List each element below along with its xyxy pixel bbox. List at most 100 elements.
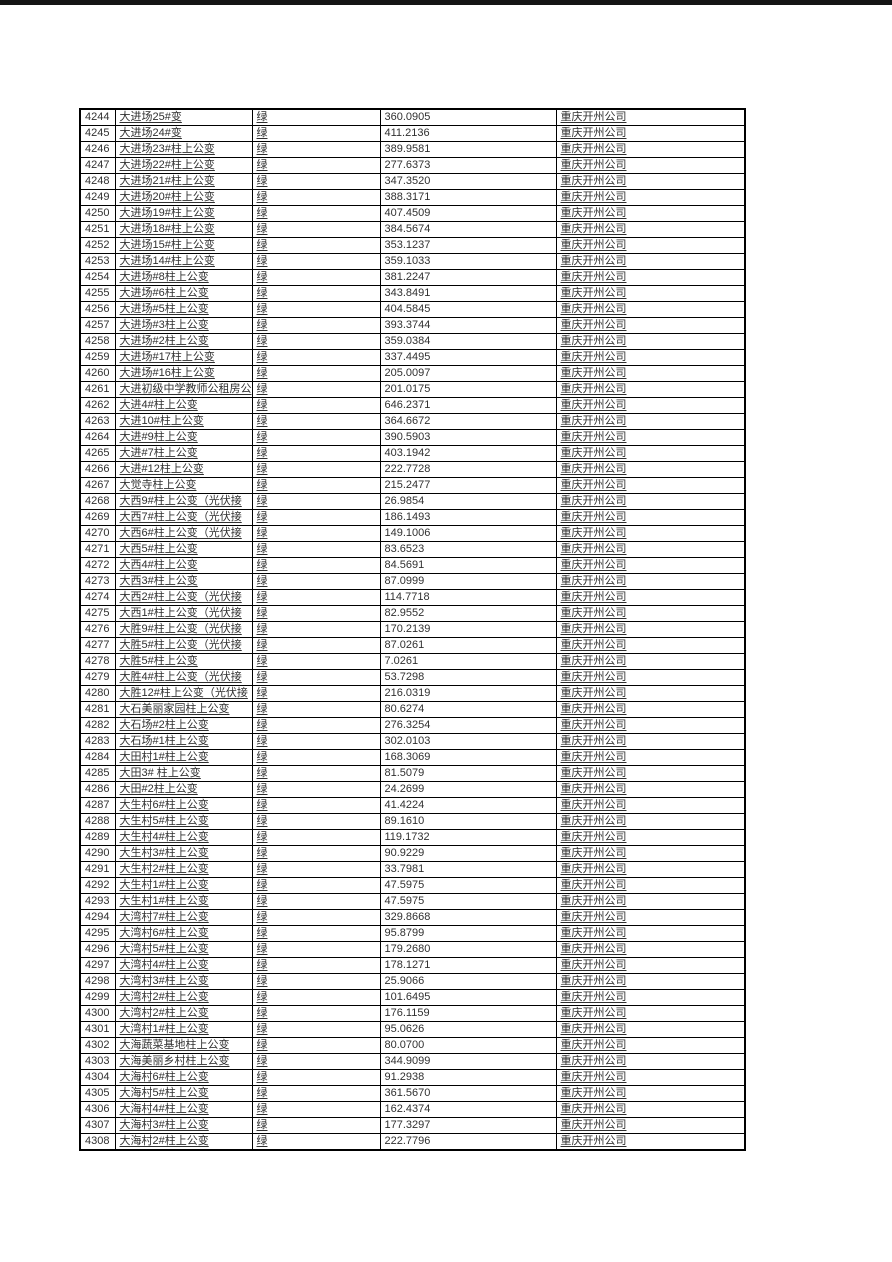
company-cell[interactable]: 重庆开州公司 [555, 1053, 746, 1070]
company-cell[interactable]: 重庆开州公司 [555, 1037, 746, 1054]
status-cell[interactable]: 绿 [251, 845, 381, 862]
status-cell[interactable]: 绿 [251, 381, 381, 398]
row-number-cell[interactable]: 4288 [79, 813, 116, 830]
name-cell[interactable]: 大胜9#柱上公变（光伏接 [114, 621, 253, 638]
company-cell[interactable]: 重庆开州公司 [555, 477, 746, 494]
value-cell[interactable]: 302.0103 [379, 733, 557, 750]
row-number-cell[interactable]: 4249 [79, 189, 116, 206]
name-cell[interactable]: 大西3#柱上公变 [114, 573, 253, 590]
company-cell[interactable]: 重庆开州公司 [555, 909, 746, 926]
status-cell[interactable]: 绿 [251, 701, 381, 718]
name-cell[interactable]: 大进场#16柱上公变 [114, 365, 253, 382]
row-number-cell[interactable]: 4259 [79, 349, 116, 366]
status-cell[interactable]: 绿 [251, 525, 381, 542]
status-cell[interactable]: 绿 [251, 957, 381, 974]
company-cell[interactable]: 重庆开州公司 [555, 717, 746, 734]
status-cell[interactable]: 绿 [251, 1037, 381, 1054]
value-cell[interactable]: 216.0319 [379, 685, 557, 702]
status-cell[interactable]: 绿 [251, 797, 381, 814]
status-cell[interactable]: 绿 [251, 669, 381, 686]
company-cell[interactable]: 重庆开州公司 [555, 573, 746, 590]
row-number-cell[interactable]: 4283 [79, 733, 116, 750]
value-cell[interactable]: 404.5845 [379, 301, 557, 318]
row-number-cell[interactable]: 4273 [79, 573, 116, 590]
name-cell[interactable]: 大进场#5柱上公变 [114, 301, 253, 318]
value-cell[interactable]: 276.3254 [379, 717, 557, 734]
name-cell[interactable]: 大石场#2柱上公变 [114, 717, 253, 734]
row-number-cell[interactable]: 4254 [79, 269, 116, 286]
value-cell[interactable]: 33.7981 [379, 861, 557, 878]
company-cell[interactable]: 重庆开州公司 [555, 157, 746, 174]
row-number-cell[interactable]: 4248 [79, 173, 116, 190]
name-cell[interactable]: 大海村4#柱上公变 [114, 1101, 253, 1118]
name-cell[interactable]: 大生村4#柱上公变 [114, 829, 253, 846]
value-cell[interactable]: 149.1006 [379, 525, 557, 542]
company-cell[interactable]: 重庆开州公司 [555, 861, 746, 878]
status-cell[interactable]: 绿 [251, 1005, 381, 1022]
row-number-cell[interactable]: 4252 [79, 237, 116, 254]
value-cell[interactable]: 81.5079 [379, 765, 557, 782]
row-number-cell[interactable]: 4247 [79, 157, 116, 174]
name-cell[interactable]: 大田#2柱上公变 [114, 781, 253, 798]
company-cell[interactable]: 重庆开州公司 [555, 1085, 746, 1102]
status-cell[interactable]: 绿 [251, 813, 381, 830]
status-cell[interactable]: 绿 [251, 749, 381, 766]
company-cell[interactable]: 重庆开州公司 [555, 781, 746, 798]
status-cell[interactable]: 绿 [251, 765, 381, 782]
name-cell[interactable]: 大湾村4#柱上公变 [114, 957, 253, 974]
company-cell[interactable]: 重庆开州公司 [555, 429, 746, 446]
status-cell[interactable]: 绿 [251, 1085, 381, 1102]
name-cell[interactable]: 大进场19#柱上公变 [114, 205, 253, 222]
status-cell[interactable]: 绿 [251, 397, 381, 414]
value-cell[interactable]: 329.8668 [379, 909, 557, 926]
row-number-cell[interactable]: 4275 [79, 605, 116, 622]
status-cell[interactable]: 绿 [251, 141, 381, 158]
value-cell[interactable]: 344.9099 [379, 1053, 557, 1070]
row-number-cell[interactable]: 4297 [79, 957, 116, 974]
name-cell[interactable]: 大进场#2柱上公变 [114, 333, 253, 350]
value-cell[interactable]: 89.1610 [379, 813, 557, 830]
name-cell[interactable]: 大西1#柱上公变（光伏接 [114, 605, 253, 622]
name-cell[interactable]: 大胜12#柱上公变（光伏接 [114, 685, 253, 702]
value-cell[interactable]: 90.9229 [379, 845, 557, 862]
value-cell[interactable]: 389.9581 [379, 141, 557, 158]
row-number-cell[interactable]: 4301 [79, 1021, 116, 1038]
row-number-cell[interactable]: 4267 [79, 477, 116, 494]
value-cell[interactable]: 82.9552 [379, 605, 557, 622]
value-cell[interactable]: 388.3171 [379, 189, 557, 206]
name-cell[interactable]: 大湾村6#柱上公变 [114, 925, 253, 942]
name-cell[interactable]: 大西9#柱上公变（光伏接 [114, 493, 253, 510]
row-number-cell[interactable]: 4274 [79, 589, 116, 606]
status-cell[interactable]: 绿 [251, 1069, 381, 1086]
company-cell[interactable]: 重庆开州公司 [555, 605, 746, 622]
name-cell[interactable]: 大进初级中学教师公租房公 [114, 381, 253, 398]
company-cell[interactable]: 重庆开州公司 [555, 989, 746, 1006]
value-cell[interactable]: 83.6523 [379, 541, 557, 558]
status-cell[interactable]: 绿 [251, 829, 381, 846]
status-cell[interactable]: 绿 [251, 733, 381, 750]
company-cell[interactable]: 重庆开州公司 [555, 397, 746, 414]
status-cell[interactable]: 绿 [251, 125, 381, 142]
value-cell[interactable]: 201.0175 [379, 381, 557, 398]
name-cell[interactable]: 大西4#柱上公变 [114, 557, 253, 574]
value-cell[interactable]: 222.7728 [379, 461, 557, 478]
company-cell[interactable]: 重庆开州公司 [555, 621, 746, 638]
value-cell[interactable]: 361.5670 [379, 1085, 557, 1102]
value-cell[interactable]: 25.9066 [379, 973, 557, 990]
value-cell[interactable]: 215.2477 [379, 477, 557, 494]
row-number-cell[interactable]: 4306 [79, 1101, 116, 1118]
name-cell[interactable]: 大海村5#柱上公变 [114, 1085, 253, 1102]
value-cell[interactable]: 360.0905 [379, 108, 557, 126]
name-cell[interactable]: 大石场#1柱上公变 [114, 733, 253, 750]
company-cell[interactable]: 重庆开州公司 [555, 509, 746, 526]
value-cell[interactable]: 26.9854 [379, 493, 557, 510]
status-cell[interactable]: 绿 [251, 477, 381, 494]
row-number-cell[interactable]: 4281 [79, 701, 116, 718]
status-cell[interactable]: 绿 [251, 861, 381, 878]
status-cell[interactable]: 绿 [251, 877, 381, 894]
value-cell[interactable]: 205.0097 [379, 365, 557, 382]
company-cell[interactable]: 重庆开州公司 [555, 877, 746, 894]
row-number-cell[interactable]: 4246 [79, 141, 116, 158]
value-cell[interactable]: 222.7796 [379, 1133, 557, 1151]
row-number-cell[interactable]: 4298 [79, 973, 116, 990]
